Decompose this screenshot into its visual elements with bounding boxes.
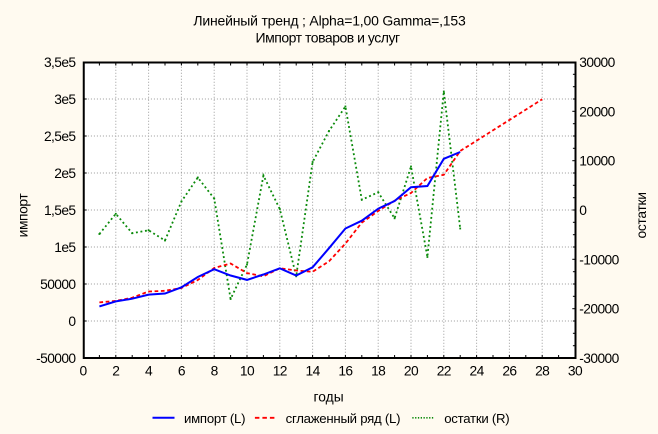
svg-text:2: 2 [112, 364, 119, 379]
svg-text:4: 4 [145, 364, 153, 379]
svg-text:-10000: -10000 [579, 252, 619, 267]
svg-text:18: 18 [371, 364, 386, 379]
svg-text:3e5: 3e5 [54, 92, 76, 107]
svg-text:16: 16 [338, 364, 353, 379]
svg-text:-50000: -50000 [36, 351, 76, 366]
svg-text:-20000: -20000 [579, 302, 619, 317]
svg-text:20: 20 [404, 364, 419, 379]
svg-text:22: 22 [437, 364, 451, 379]
svg-text:1,5e5: 1,5e5 [44, 203, 76, 218]
svg-text:14: 14 [306, 364, 321, 379]
svg-text:10: 10 [240, 364, 255, 379]
svg-text:6: 6 [178, 364, 186, 379]
svg-text:1e5: 1e5 [54, 240, 76, 255]
svg-text:0: 0 [68, 314, 76, 329]
svg-text:остатки (R): остатки (R) [444, 411, 509, 426]
svg-text:импорт: импорт [15, 193, 30, 238]
svg-text:30: 30 [568, 364, 583, 379]
svg-text:10000: 10000 [579, 154, 615, 169]
svg-text:Импорт товаров и услуг: Импорт товаров и услуг [256, 29, 400, 45]
svg-text:20000: 20000 [579, 104, 615, 119]
svg-text:8: 8 [211, 364, 219, 379]
svg-text:годы: годы [314, 389, 344, 404]
svg-text:28: 28 [535, 364, 550, 379]
svg-text:12: 12 [273, 364, 287, 379]
svg-text:Линейный тренд ; Alpha=1,00 Ga: Линейный тренд ; Alpha=1,00 Gamma=,153 [193, 13, 466, 29]
svg-text:0: 0 [579, 203, 587, 218]
svg-text:сглаженный ряд (L): сглаженный ряд (L) [286, 411, 401, 426]
svg-text:24: 24 [470, 364, 485, 379]
svg-text:3,5e5: 3,5e5 [44, 55, 76, 70]
svg-text:импорт (L): импорт (L) [184, 411, 245, 426]
svg-text:2,5e5: 2,5e5 [44, 129, 76, 144]
svg-text:-30000: -30000 [579, 351, 619, 366]
svg-text:26: 26 [502, 364, 517, 379]
svg-text:50000: 50000 [40, 277, 76, 292]
svg-text:30000: 30000 [579, 55, 615, 70]
svg-text:остатки: остатки [634, 192, 649, 238]
svg-text:2e5: 2e5 [54, 166, 76, 181]
svg-text:0: 0 [79, 364, 87, 379]
